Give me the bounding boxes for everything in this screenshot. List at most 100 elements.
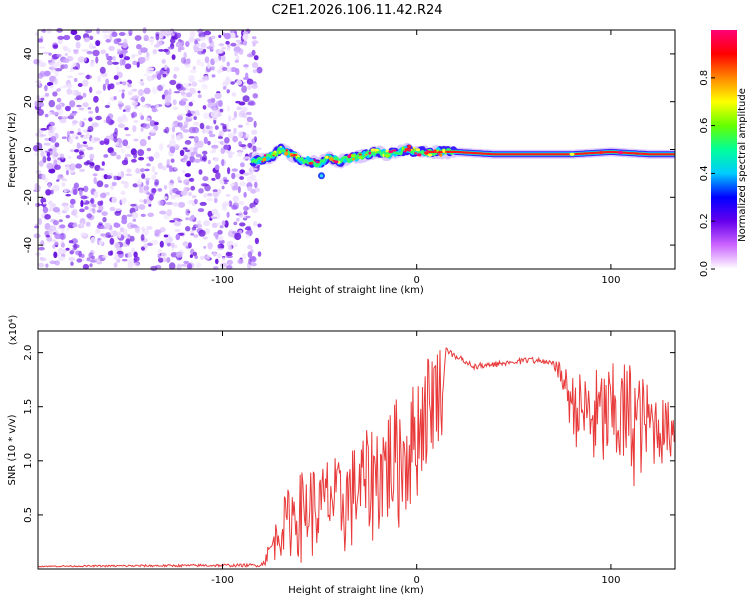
- noise-blob: [86, 146, 94, 151]
- noise-blob: [72, 110, 78, 115]
- noise-blob: [76, 142, 81, 149]
- trace-hotspot: [425, 150, 430, 152]
- trace-hotspot: [295, 156, 298, 159]
- noise-blob: [127, 258, 135, 263]
- noise-blob: [169, 220, 176, 223]
- noise-blob: [206, 255, 211, 260]
- noise-blob: [200, 182, 208, 187]
- noise-blob: [230, 32, 236, 39]
- noise-blob: [193, 234, 199, 238]
- noise-blob: [171, 33, 175, 36]
- trace-hotspot: [272, 152, 277, 156]
- noise-blob: [184, 140, 192, 145]
- y-tick-label: 1.0: [23, 453, 34, 469]
- noise-blob: [239, 181, 247, 187]
- noise-blob: [180, 264, 188, 267]
- noise-blob: [218, 34, 222, 39]
- noise-blob: [232, 117, 236, 121]
- noise-blob: [233, 221, 238, 226]
- noise-blob: [188, 77, 194, 83]
- noise-blob: [190, 214, 195, 220]
- colorbar-gradient: [711, 30, 737, 269]
- noise-blob: [62, 58, 70, 64]
- noise-blob: [88, 111, 94, 114]
- noise-blob: [210, 215, 214, 219]
- noise-blob: [121, 159, 129, 166]
- noise-blob: [126, 33, 130, 36]
- noise-blob: [233, 243, 238, 248]
- noise-blob: [195, 262, 202, 268]
- noise-blob: [126, 214, 133, 217]
- noise-blob: [104, 222, 111, 230]
- noise-blob: [77, 92, 82, 96]
- noise-blob: [52, 91, 58, 97]
- noise-blob: [74, 149, 80, 153]
- noise-blob: [161, 94, 166, 100]
- colorbar-tick-label: 0.2: [699, 213, 710, 229]
- noise-blob: [131, 212, 139, 219]
- noise-blob: [72, 66, 79, 70]
- noise-blob: [166, 257, 171, 263]
- noise-blob: [227, 167, 231, 175]
- noise-blob: [72, 120, 78, 124]
- noise-blob: [116, 250, 124, 255]
- noise-blob: [230, 81, 235, 85]
- noise-blob: [234, 59, 239, 63]
- spectrogram-noise-region: [33, 27, 263, 272]
- noise-blob: [57, 35, 65, 40]
- noise-blob: [54, 68, 63, 72]
- noise-blob: [152, 86, 158, 95]
- noise-blob: [206, 197, 214, 202]
- noise-blob: [210, 66, 215, 71]
- noise-blob: [99, 140, 105, 146]
- noise-blob: [140, 127, 144, 132]
- noise-blob: [224, 77, 232, 85]
- trace-hotspot: [334, 160, 339, 164]
- noise-blob: [111, 31, 118, 37]
- noise-blob: [221, 185, 225, 190]
- noise-blob: [137, 89, 144, 96]
- noise-blob: [249, 172, 253, 176]
- noise-blob: [102, 216, 107, 223]
- noise-blob: [237, 130, 244, 138]
- noise-blob: [173, 74, 177, 79]
- trace-hotspot: [325, 155, 329, 159]
- noise-blob: [185, 208, 190, 216]
- noise-blob: [83, 56, 87, 62]
- noise-blob: [145, 179, 150, 186]
- snr-frame: [37, 330, 676, 570]
- noise-blob: [134, 262, 140, 267]
- noise-blob: [184, 173, 191, 178]
- noise-blob: [150, 239, 159, 245]
- noise-blob: [117, 42, 123, 46]
- noise-blob: [109, 83, 115, 90]
- colorbar-ticks: 0.0 0.2 0.4 0.6 0.8: [699, 70, 715, 277]
- noise-blob: [245, 233, 250, 239]
- noise-blob: [89, 199, 94, 203]
- noise-blob: [68, 135, 73, 143]
- noise-blob: [208, 36, 213, 44]
- noise-blob: [224, 32, 232, 40]
- noise-blob: [243, 64, 249, 68]
- colorbar-tick-label: 0.0: [699, 261, 710, 277]
- noise-blob: [207, 242, 213, 250]
- noise-blob: [201, 50, 206, 55]
- noise-blob: [56, 97, 62, 103]
- noise-blob: [103, 34, 110, 39]
- noise-blob: [238, 110, 245, 117]
- noise-blob: [212, 190, 220, 198]
- noise-blob: [152, 49, 157, 55]
- noise-blob: [120, 190, 126, 196]
- noise-blob: [168, 88, 172, 96]
- noise-blob: [211, 148, 217, 154]
- noise-blob: [80, 195, 88, 200]
- noise-blob: [106, 172, 114, 176]
- noise-blob: [82, 263, 89, 270]
- noise-blob: [82, 102, 89, 108]
- noise-blob: [157, 200, 164, 206]
- noise-blob: [57, 159, 62, 166]
- noise-blob: [228, 200, 233, 207]
- noise-blob: [177, 122, 183, 128]
- noise-blob: [246, 78, 254, 85]
- noise-blob: [200, 42, 207, 48]
